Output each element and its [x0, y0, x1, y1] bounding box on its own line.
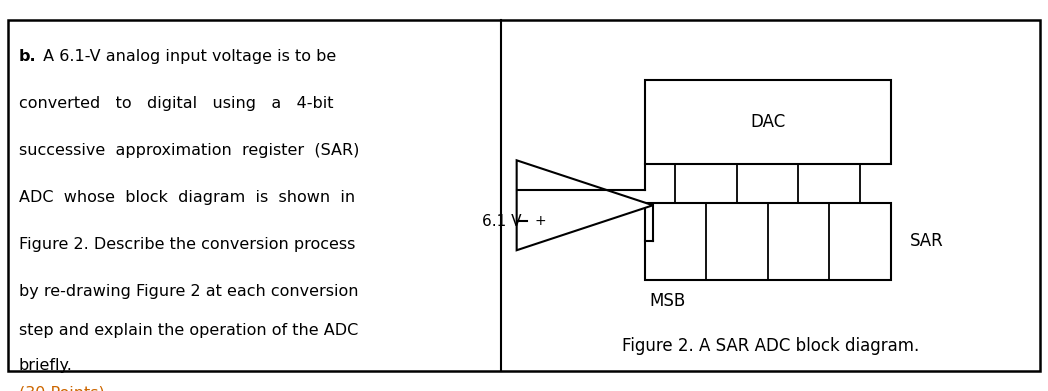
Text: A 6.1-V analog input voltage is to be: A 6.1-V analog input voltage is to be: [38, 49, 336, 64]
Text: DAC: DAC: [750, 113, 785, 131]
Text: (30 Points): (30 Points): [19, 386, 105, 391]
Text: −: −: [534, 183, 546, 197]
Polygon shape: [517, 160, 653, 250]
Text: converted   to   digital   using   a   4-bit: converted to digital using a 4-bit: [19, 96, 333, 111]
Text: ADC  whose  block  diagram  is  shown  in: ADC whose block diagram is shown in: [19, 190, 355, 205]
Text: MSB: MSB: [650, 292, 686, 310]
Text: successive  approximation  register  (SAR): successive approximation register (SAR): [19, 143, 359, 158]
Text: b.: b.: [19, 49, 37, 64]
Bar: [645, 80, 891, 164]
Bar: [645, 203, 891, 280]
Text: +: +: [534, 214, 546, 228]
Text: by re-drawing Figure 2 at each conversion: by re-drawing Figure 2 at each conversio…: [19, 284, 358, 299]
Text: Figure 2. A SAR ADC block diagram.: Figure 2. A SAR ADC block diagram.: [621, 337, 919, 355]
Text: SAR: SAR: [910, 232, 943, 251]
Text: Figure 2. Describe the conversion process: Figure 2. Describe the conversion proces…: [19, 237, 355, 252]
Text: step and explain the operation of the ADC: step and explain the operation of the AD…: [19, 323, 358, 338]
Text: 6.1 V: 6.1 V: [482, 213, 522, 228]
Text: briefly.: briefly.: [19, 358, 72, 373]
